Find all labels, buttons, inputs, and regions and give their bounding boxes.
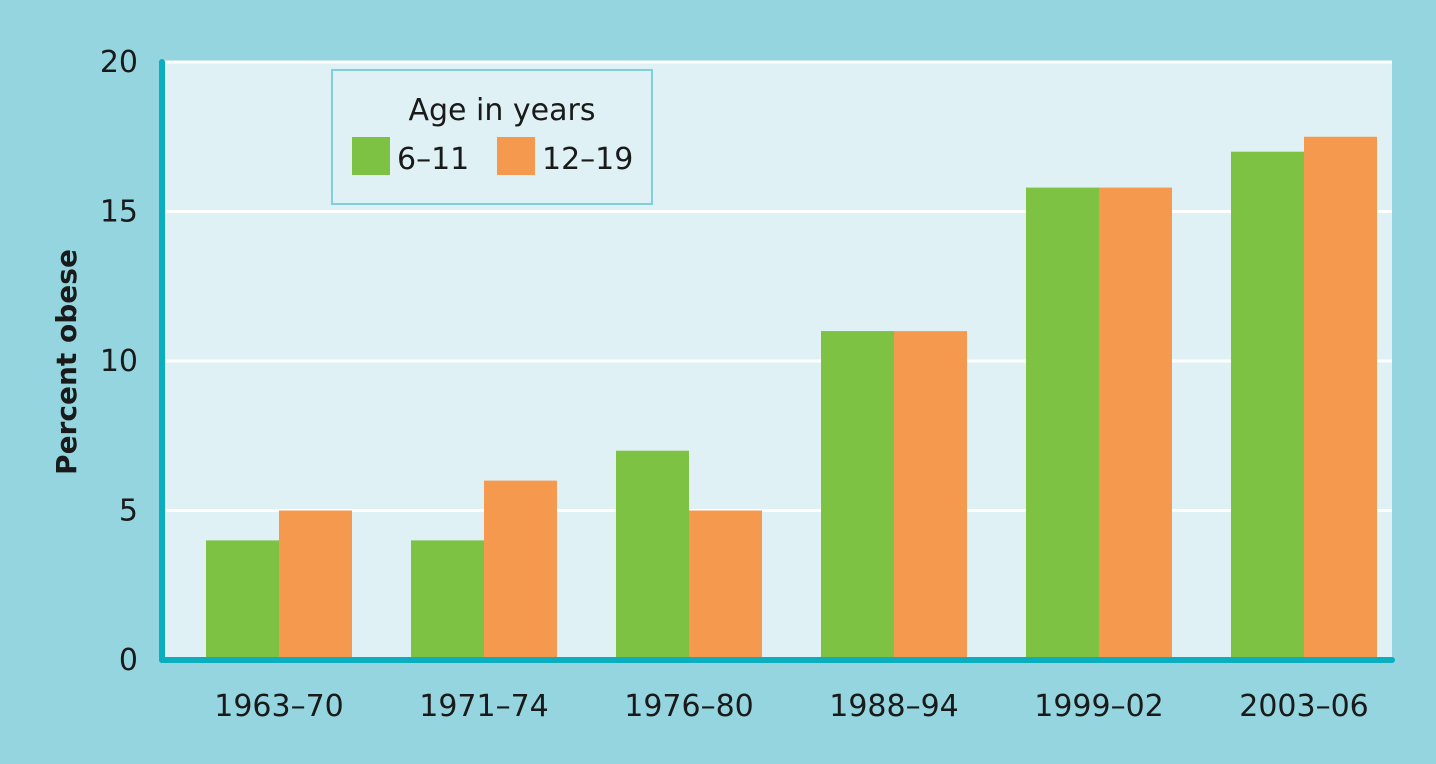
y-tick-label: 10	[100, 344, 138, 379]
legend: Age in years 6–11 12–19	[331, 69, 653, 205]
bar-6–11-1988–94	[821, 331, 894, 660]
bar-12–19-1963–70	[279, 510, 352, 660]
x-tick-label: 2003–06	[1239, 689, 1369, 724]
bar-6–11-1976–80	[616, 450, 689, 660]
legend-swatch-12-19	[497, 137, 535, 175]
y-tick-label: 5	[119, 494, 138, 529]
x-tick-label: 1999–02	[1034, 689, 1164, 724]
bars	[206, 136, 1377, 660]
gridlines	[162, 60, 1392, 512]
y-tick-label: 0	[119, 643, 138, 678]
y-tick-label: 15	[100, 195, 138, 230]
legend-label-6-11: 6–11	[397, 142, 469, 177]
bar-12–19-1988–94	[894, 331, 967, 660]
x-tick-labels: 1963–70 1971–74 1976–80 1988–94 1999–02 2003–…	[214, 689, 1369, 724]
y-tick-label: 20	[100, 45, 138, 80]
bar-6–11-1963–70	[206, 540, 279, 660]
x-tick-label: 1988–94	[829, 689, 959, 724]
y-tick-labels: 0 5 10 15 20	[100, 45, 138, 678]
bar-12–19-1976–80	[689, 510, 762, 660]
bar-12–19-2003–06	[1304, 136, 1377, 660]
x-tick-label: 1963–70	[214, 689, 344, 724]
bar-12–19-1999–02	[1099, 187, 1172, 660]
bar-6–11-1999–02	[1026, 187, 1099, 660]
legend-label-12-19: 12–19	[542, 142, 633, 177]
legend-title: Age in years	[408, 93, 595, 128]
bar-12–19-1971–74	[484, 480, 557, 660]
bar-6–11-2003–06	[1231, 151, 1304, 660]
x-tick-label: 1976–80	[624, 689, 754, 724]
x-tick-label: 1971–74	[419, 689, 549, 724]
axes	[159, 59, 1395, 663]
legend-swatch-6-11	[352, 137, 390, 175]
bar-6–11-1971–74	[411, 540, 484, 660]
y-axis-label: Percent obese	[50, 249, 83, 475]
